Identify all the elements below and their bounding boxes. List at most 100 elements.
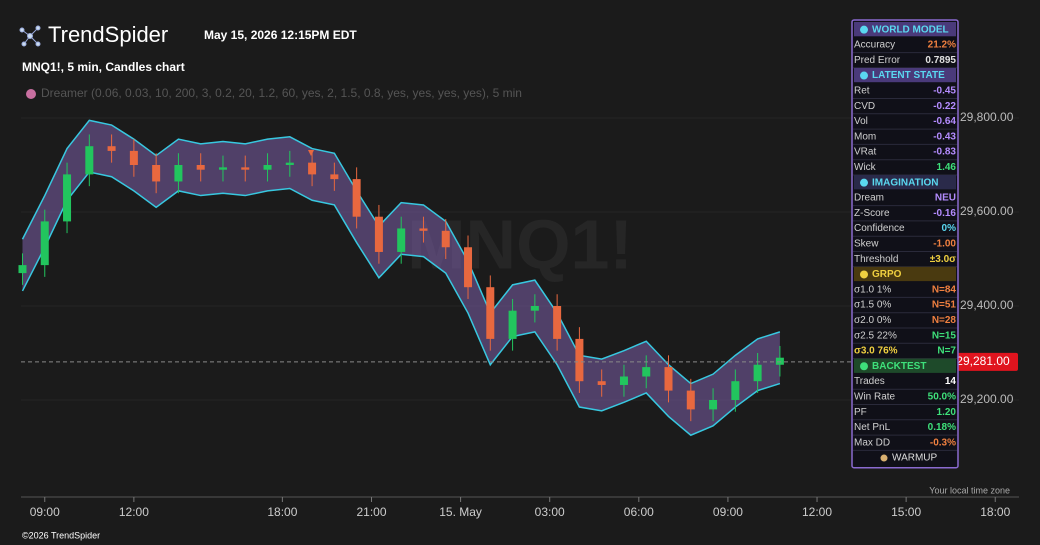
y-tick-label: 29,400.00 (960, 298, 1014, 312)
section-icon (860, 71, 868, 80)
panel-section-header (854, 358, 956, 373)
candle-body (709, 400, 718, 410)
candle-body (486, 287, 495, 339)
candle-body (530, 306, 539, 311)
row-value: 0.7895 (925, 55, 956, 66)
row-value: 1.46 (937, 162, 957, 173)
y-tick-label: 29,600.00 (960, 204, 1014, 218)
row-label: Win Rate (854, 391, 896, 402)
row-value: -0.16 (933, 208, 956, 219)
candle-body (597, 381, 606, 385)
section-title: WORLD MODEL (872, 24, 949, 35)
brand: TrendSpider (48, 22, 168, 47)
row-value: -0.45 (933, 85, 956, 96)
section-icon (860, 25, 868, 34)
row-value: 14 (945, 376, 957, 387)
x-tick-label: 15:00 (891, 505, 921, 519)
row-label: Dream (854, 193, 884, 204)
panel-section-header (854, 67, 956, 83)
row-label: Confidence (854, 223, 905, 234)
section-title: IMAGINATION (872, 177, 938, 188)
candle-body (129, 150, 138, 165)
row-label: Trades (854, 376, 885, 387)
section-icon (860, 178, 868, 187)
candle-body (642, 367, 651, 377)
candle-body (508, 310, 517, 339)
row-value: -0.64 (933, 116, 956, 127)
candle-body (18, 265, 27, 274)
x-tick-label: 09:00 (30, 505, 60, 519)
x-tick-label: 21:00 (356, 505, 386, 519)
candle-body (441, 230, 450, 248)
row-value: 1.20 (937, 407, 957, 418)
x-tick-label: 09:00 (713, 505, 743, 519)
candle-body (85, 146, 94, 175)
candle-body (330, 174, 339, 180)
candle-body (619, 376, 628, 385)
candle-body (352, 179, 361, 217)
row-value: N=84 (932, 284, 957, 295)
stats-panel: WORLD MODEL Accuracy 21.2% Pred Error 0.7895… (851, 19, 959, 469)
x-tick-label: 03:00 (535, 505, 565, 519)
candle-body (152, 165, 161, 182)
x-tick-label: 12:00 (119, 505, 149, 519)
candle-body (575, 338, 584, 382)
candle-body (664, 367, 673, 391)
row-value: ±3.0σ (930, 254, 956, 265)
row-label: Pred Error (854, 55, 901, 66)
y-tick-label: 29,200.00 (960, 392, 1014, 406)
row-label: CVD (854, 101, 875, 112)
panel-footer: WARMUP (892, 453, 938, 464)
timezone-note: Your local time zone (929, 485, 1010, 495)
row-label: Net PnL (854, 422, 891, 433)
x-tick-label: 18:00 (267, 505, 297, 519)
row-label: Threshold (854, 254, 898, 265)
row-value: N=28 (932, 315, 957, 326)
section-title: GRPO (872, 269, 902, 280)
x-tick-label: 12:00 (802, 505, 832, 519)
row-label: Accuracy (854, 40, 895, 51)
candle-body (374, 216, 383, 252)
row-label: Vol (854, 116, 868, 127)
x-tick-label: 15. May (439, 505, 482, 519)
row-label: VRat (854, 147, 876, 158)
candle-body (263, 165, 272, 170)
row-value: N=51 (932, 300, 957, 311)
signal-marker (308, 150, 314, 156)
indicator-label: Dreamer (0.06, 0.03, 10, 200, 3, 0.2, 20… (41, 86, 522, 100)
row-value: -1.00 (933, 238, 956, 249)
footer-icon (880, 454, 888, 462)
x-tick-label: 18:00 (980, 505, 1010, 519)
timestamp: May 15, 2026 12:15PM EDT (204, 28, 357, 42)
candle-body (731, 381, 740, 400)
candle-body (419, 228, 428, 231)
logo-icon (19, 25, 41, 47)
last-price-label: 29,281.00 (956, 354, 1010, 368)
candle-body (775, 357, 784, 365)
copyright: ©2026 TrendSpider (22, 530, 100, 540)
candle-body (241, 167, 250, 170)
row-label: Skew (854, 238, 879, 249)
panel-background (851, 19, 959, 469)
row-value: -0.22 (933, 101, 956, 112)
row-label: Z-Score (854, 208, 890, 219)
x-tick-label: 06:00 (624, 505, 654, 519)
candle-body (285, 162, 294, 165)
row-label: Max DD (854, 437, 890, 448)
row-value: -0.43 (933, 131, 956, 142)
row-label: σ2.5 22% (854, 330, 897, 341)
candle-body (464, 247, 473, 288)
panel-section-header (854, 175, 956, 190)
section-icon (860, 270, 868, 279)
row-label: PF (854, 407, 867, 418)
symbol-info: MNQ1!, 5 min, Candles chart (22, 60, 185, 74)
row-value: NEU (935, 193, 956, 204)
row-value: 50.0% (928, 391, 956, 402)
candle-body (753, 364, 762, 382)
candle-body (553, 306, 562, 339)
row-value: N=15 (932, 330, 957, 341)
row-value: 0% (942, 223, 957, 234)
row-value: 0.18% (928, 422, 956, 433)
candle-body (40, 221, 49, 266)
row-label: σ2.0 0% (854, 315, 891, 326)
